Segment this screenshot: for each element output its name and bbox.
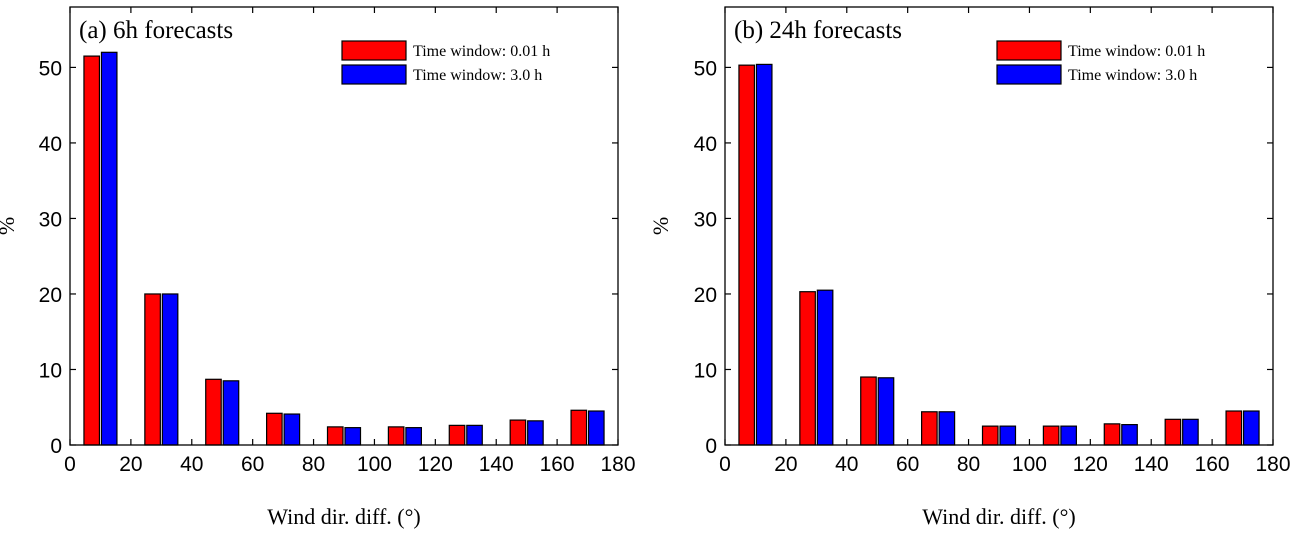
bar-blue-110 — [405, 427, 422, 446]
x-tick-label: 160 — [540, 453, 575, 476]
bar-blue-70 — [283, 413, 301, 446]
y-tick-label: 40 — [694, 133, 717, 156]
x-tick-label: 40 — [180, 453, 203, 476]
legend-swatch — [341, 40, 407, 61]
bar-blue-10 — [100, 51, 118, 446]
x-tick-label: 160 — [1195, 453, 1230, 476]
bar-red-150 — [509, 419, 527, 446]
bar-red-150 — [1164, 418, 1182, 446]
bar-blue-70 — [938, 411, 956, 446]
x-tick-label: 20 — [774, 453, 797, 476]
y-tick-label: 0 — [705, 435, 717, 458]
bar-red-170 — [570, 409, 588, 446]
legend-entry-label: Time window: 3.0 h — [1068, 67, 1197, 84]
bar-red-10 — [738, 64, 756, 446]
y-tick-label: 20 — [694, 284, 717, 307]
x-tick-label: 80 — [302, 453, 325, 476]
bar-blue-90 — [999, 425, 1017, 446]
y-axis-label: % — [0, 217, 19, 235]
x-tick-label: 140 — [1134, 453, 1169, 476]
bar-blue-10 — [755, 63, 773, 446]
x-axis-label: Wind dir. diff. (°) — [267, 504, 421, 529]
y-tick-label: 30 — [694, 208, 717, 231]
chart-title: (a) 6h forecasts — [79, 17, 233, 44]
legend-entry-label: Time window: 0.01 h — [413, 43, 550, 60]
y-tick-label: 40 — [39, 133, 62, 156]
bar-red-130 — [448, 424, 466, 446]
chart-panel-a: 0 20 40 60 80 100 120 140 160 180 0 10 20 30 40 50 (a) 6… — [0, 6, 636, 529]
y-tick-label: 0 — [50, 435, 62, 458]
x-tick-label: 40 — [835, 453, 858, 476]
x-tick-label: 100 — [357, 453, 392, 476]
y-tick-label: 20 — [39, 284, 62, 307]
y-tick-label: 50 — [694, 57, 717, 80]
bar-blue-130 — [466, 424, 483, 446]
x-tick-label: 120 — [1073, 453, 1108, 476]
bar-red-50 — [860, 376, 877, 446]
chart-title: (b) 24h forecasts — [734, 17, 902, 44]
bar-red-70 — [921, 411, 938, 446]
y-tick-label: 10 — [39, 359, 62, 382]
bar-red-170 — [1225, 410, 1243, 446]
y-tick-label: 10 — [694, 359, 717, 382]
plot-frame — [724, 6, 1274, 446]
bar-blue-150 — [527, 420, 544, 446]
x-axis-label: Wind dir. diff. (°) — [922, 504, 1076, 529]
legend-swatch — [341, 64, 407, 85]
bar-blue-50 — [877, 377, 895, 446]
y-tick-label: 50 — [39, 57, 62, 80]
plot-frame — [69, 6, 619, 446]
bar-blue-170 — [1242, 410, 1260, 446]
bar-blue-90 — [344, 427, 362, 446]
legend-swatch — [996, 64, 1062, 85]
x-tick-label: 60 — [241, 453, 264, 476]
bar-red-90 — [326, 426, 344, 446]
y-axis-label: % — [648, 217, 673, 235]
bar-blue-50 — [222, 380, 240, 446]
bar-red-10 — [83, 55, 101, 446]
bar-blue-130 — [1121, 424, 1138, 446]
bar-red-30 — [144, 293, 161, 446]
x-tick-label: 0 — [719, 453, 731, 476]
x-tick-label: 20 — [119, 453, 142, 476]
bar-blue-170 — [587, 410, 605, 446]
x-tick-label: 80 — [957, 453, 980, 476]
bar-red-90 — [981, 425, 999, 446]
y-tick-label: 30 — [39, 208, 62, 231]
chart-panel-b: 0 20 40 60 80 100 120 140 160 180 0 10 20 30 40 50 (b) 2… — [648, 6, 1291, 529]
legend-swatch — [996, 40, 1062, 61]
x-tick-label: 100 — [1012, 453, 1047, 476]
bar-red-50 — [205, 378, 222, 446]
bar-blue-110 — [1060, 425, 1077, 446]
bar-blue-30 — [816, 289, 834, 446]
bar-red-130 — [1103, 423, 1121, 446]
x-tick-label: 180 — [1255, 453, 1290, 476]
x-tick-label: 120 — [418, 453, 453, 476]
x-tick-label: 140 — [479, 453, 514, 476]
bar-red-110 — [1042, 425, 1060, 446]
legend-entry-label: Time window: 0.01 h — [1068, 43, 1205, 60]
bar-blue-30 — [161, 293, 179, 446]
x-tick-label: 180 — [600, 453, 635, 476]
x-tick-label: 0 — [64, 453, 76, 476]
bar-blue-150 — [1182, 418, 1199, 446]
legend-entry-label: Time window: 3.0 h — [413, 67, 542, 84]
bar-red-110 — [387, 426, 405, 446]
bar-red-70 — [266, 412, 283, 446]
bar-red-30 — [799, 291, 816, 446]
x-tick-label: 60 — [896, 453, 919, 476]
